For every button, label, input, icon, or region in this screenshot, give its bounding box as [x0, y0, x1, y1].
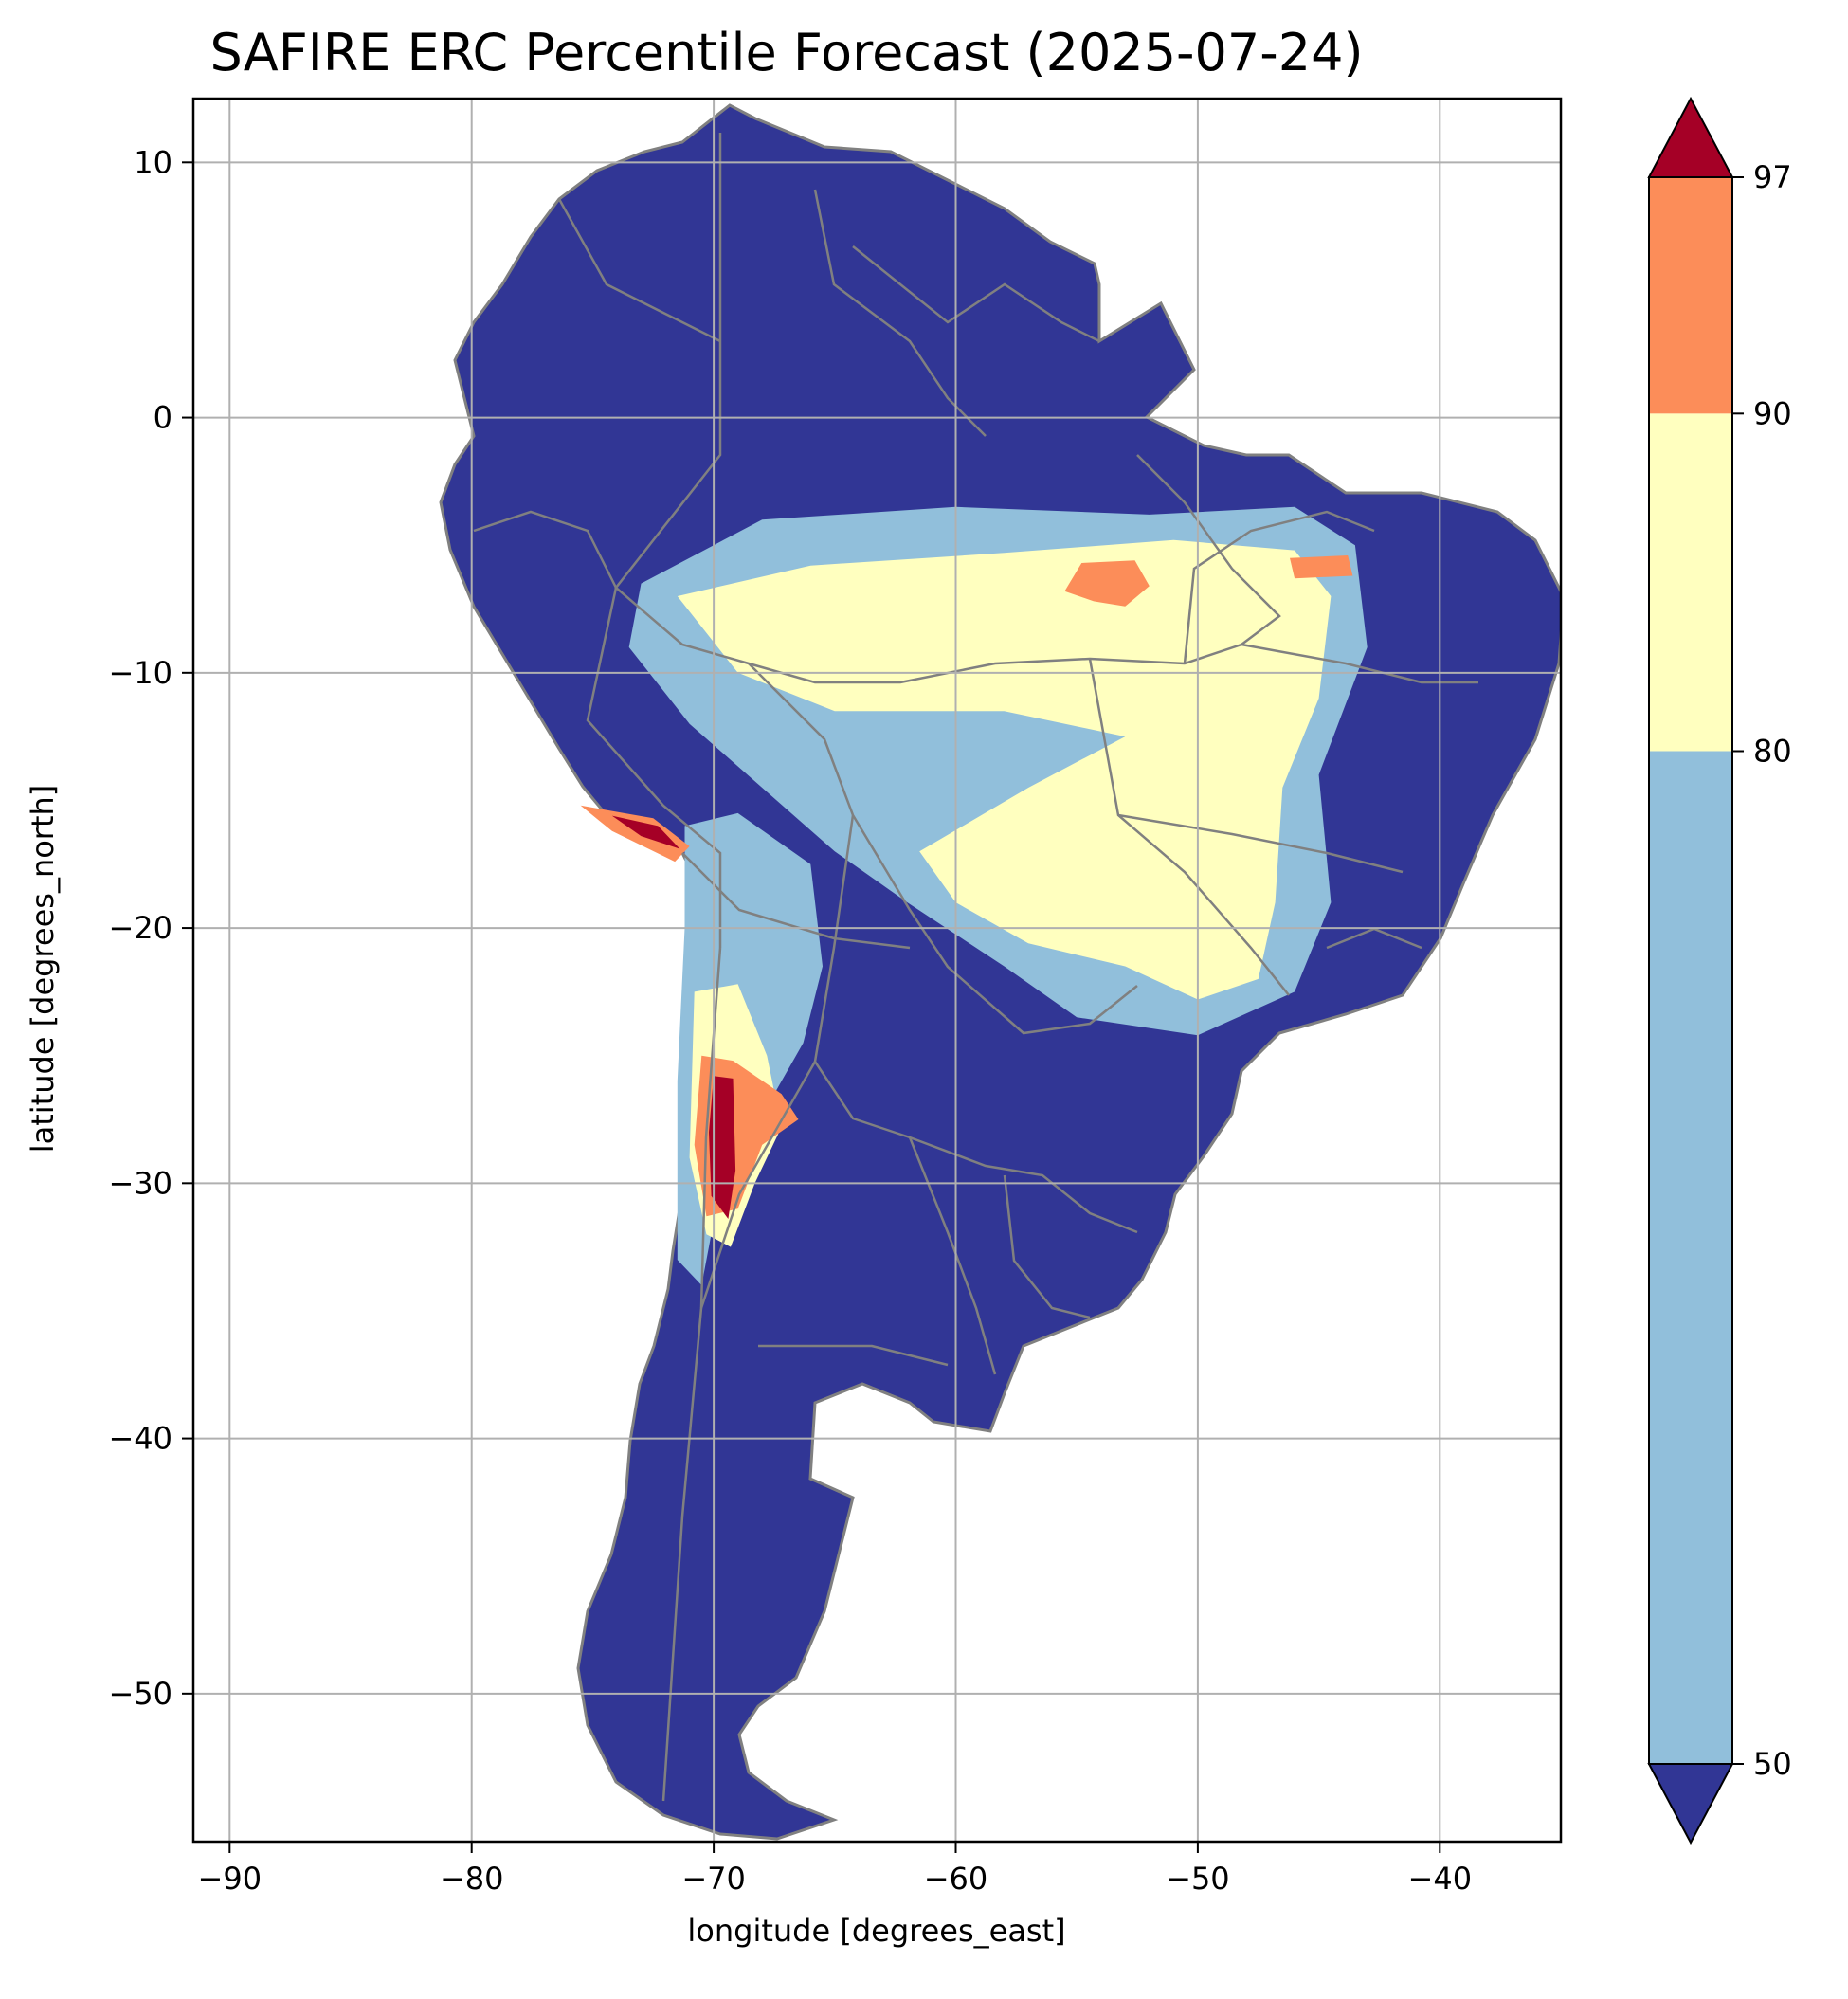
colorbar: 50 80 90 97 — [1647, 96, 1792, 1845]
x-tick-label: −60 — [924, 1861, 988, 1897]
x-tick-label: −40 — [1408, 1861, 1473, 1897]
y-tick-label: −20 — [108, 910, 172, 946]
x-tick-label: −90 — [198, 1861, 263, 1897]
y-axis-ticks: 10 0 −10 −20 −30 −40 −50 — [108, 144, 193, 1712]
map-title: SAFIRE ERC Percentile Forecast (2025-07-… — [209, 23, 1364, 82]
x-tick-label: −50 — [1166, 1861, 1230, 1897]
colorbar-segment — [1649, 751, 1732, 1764]
y-tick-label: −10 — [108, 655, 172, 691]
colorbar-segment — [1649, 413, 1732, 752]
colorbar-extend-low — [1647, 1763, 1734, 1845]
percentile-zone-5 — [1064, 560, 1150, 607]
colorbar-frame — [1648, 176, 1733, 1765]
colorbar-tick-label: 50 — [1753, 1746, 1792, 1782]
gridlines — [193, 99, 1561, 1842]
y-tick-label: −40 — [108, 1421, 172, 1457]
percentile-zone-7 — [580, 805, 690, 863]
percentile-zone-9 — [611, 815, 680, 849]
x-tick-label: −80 — [440, 1861, 504, 1897]
country-borders — [473, 133, 1478, 1802]
y-tick-label: 0 — [154, 400, 172, 436]
colorbar-extend-high — [1647, 96, 1734, 178]
colorbar-tick-label: 97 — [1753, 159, 1792, 195]
percentile-zone-6 — [1290, 555, 1353, 579]
colorbar-segment — [1649, 177, 1732, 414]
y-tick-label: 10 — [134, 144, 172, 180]
percentile-zone-3 — [677, 539, 1332, 1000]
x-tick-label: −70 — [681, 1861, 746, 1897]
x-axis-label: longitude [degrees_east] — [687, 1913, 1065, 1949]
y-tick-label: −50 — [108, 1676, 172, 1712]
colorbar-tick-label: 90 — [1753, 395, 1792, 431]
y-axis-label: latitude [degrees_north] — [25, 785, 61, 1154]
plot-frame — [191, 97, 1563, 1844]
y-tick-label: −30 — [108, 1165, 172, 1201]
x-axis-ticks: −90 −80 −70 −60 −50 −40 — [198, 1842, 1473, 1897]
colorbar-tick-label: 80 — [1753, 733, 1792, 769]
